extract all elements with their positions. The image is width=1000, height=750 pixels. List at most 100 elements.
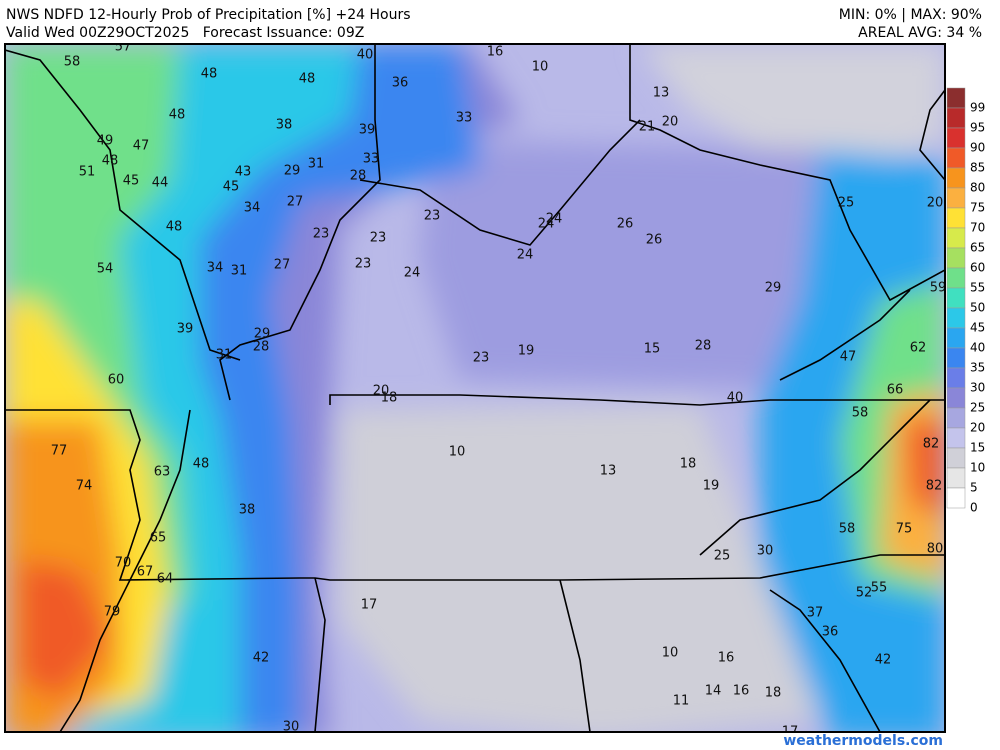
- colorbar-label: 85: [970, 161, 985, 175]
- map-value: 82: [926, 479, 943, 494]
- map-value: 64: [157, 572, 174, 587]
- colorbar-label: 35: [970, 361, 985, 375]
- state-borders: [5, 44, 945, 732]
- map-value: 13: [653, 86, 670, 101]
- map-value: 63: [154, 465, 171, 480]
- colorbar-swatch: [946, 147, 966, 169]
- colorbar-label: 60: [970, 261, 985, 275]
- map-value: 26: [646, 233, 663, 248]
- map-value: 11: [673, 694, 690, 709]
- colorbar-swatch: [946, 107, 966, 129]
- colorbar-swatch: [946, 247, 966, 269]
- map-frame: [4, 43, 946, 733]
- map-value: 54: [97, 262, 114, 277]
- colorbar-swatch: [946, 267, 966, 289]
- map-value: 24: [517, 248, 534, 263]
- map-value: 66: [887, 383, 904, 398]
- colorbar-swatch: [946, 307, 966, 329]
- map-value: 36: [392, 76, 409, 91]
- map-value: 16: [733, 684, 750, 699]
- colorbar-swatch: [946, 167, 966, 189]
- map-value: 23: [370, 231, 387, 246]
- colorbar-swatch: [946, 287, 966, 309]
- map-value: 48: [193, 457, 210, 472]
- map-value: 33: [456, 111, 473, 126]
- map-value: 30: [757, 544, 774, 559]
- colorbar-label: 70: [970, 221, 985, 235]
- colorbar-label: 99: [970, 101, 985, 115]
- map-value: 40: [357, 48, 374, 63]
- colorbar-swatch: [946, 487, 966, 509]
- map-value: 24: [546, 212, 563, 227]
- map-value: 58: [852, 406, 869, 421]
- map-value: 37: [807, 606, 824, 621]
- map-value: 27: [287, 195, 304, 210]
- map-value: 45: [123, 174, 140, 189]
- map-value: 20: [373, 384, 390, 399]
- map-value: 18: [680, 457, 697, 472]
- map-value: 77: [51, 444, 68, 459]
- map-value: 34: [207, 261, 224, 276]
- colorbar-label: 65: [970, 241, 985, 255]
- map-value: 33: [363, 152, 380, 167]
- map-value: 38: [239, 503, 256, 518]
- colorbar-swatch: [946, 227, 966, 249]
- map-value: 23: [424, 209, 441, 224]
- map-value: 49: [97, 134, 114, 149]
- map-value: 23: [473, 351, 490, 366]
- colorbar-swatch: [946, 207, 966, 229]
- colorbar-label: 20: [970, 421, 985, 435]
- map-value: 48: [299, 72, 316, 87]
- colorbar-swatch: [946, 327, 966, 349]
- map-value: 23: [355, 257, 372, 272]
- map-value: 16: [718, 651, 735, 666]
- colorbar-swatch: [946, 427, 966, 449]
- map-value: 25: [838, 196, 855, 211]
- map-value: 28: [253, 340, 270, 355]
- map-value: 21: [639, 120, 656, 135]
- map-value: 74: [76, 479, 93, 494]
- map-value: 10: [662, 646, 679, 661]
- map-value: 28: [350, 169, 367, 184]
- map-value: 48: [169, 108, 186, 123]
- subtitle: Valid Wed 00Z29OCT2025 Forecast Issuance…: [6, 25, 364, 41]
- map-value: 18: [381, 391, 398, 406]
- map-value: 60: [108, 373, 125, 388]
- map-field: 57 58 48 48 40 36 16 10 13 48 38 33 21 20 49 47 39 48 51 45…: [5, 44, 945, 732]
- map-value: 31: [216, 348, 233, 363]
- map-value: 27: [274, 258, 291, 273]
- map-value: 23: [313, 227, 330, 242]
- colorbar-label: 5: [970, 481, 978, 495]
- map-value: 28: [695, 339, 712, 354]
- colorbar-swatch: [946, 87, 966, 109]
- colorbar-label: 15: [970, 441, 985, 455]
- map-value: 70: [115, 556, 132, 571]
- colorbar-label: 80: [970, 181, 985, 195]
- map-value: 29: [765, 281, 782, 296]
- colorbar-label: 10: [970, 461, 985, 475]
- map-value: 45: [223, 180, 240, 195]
- colorbar-swatch: [946, 367, 966, 389]
- colorbar-swatch: [946, 467, 966, 489]
- colorbar-label: 40: [970, 341, 985, 355]
- map-value: 52: [856, 586, 873, 601]
- map-value: 10: [532, 60, 549, 75]
- map-value: 79: [104, 605, 121, 620]
- map-value: 38: [276, 118, 293, 133]
- colorbar-label: 55: [970, 281, 985, 295]
- map-value: 48: [166, 220, 183, 235]
- map-value: 29: [284, 164, 301, 179]
- map-value: 58: [64, 55, 81, 70]
- map-value: 40: [727, 391, 744, 406]
- map-value: 15: [644, 342, 661, 357]
- map-value: 26: [617, 217, 634, 232]
- colorbar-label: 30: [970, 381, 985, 395]
- map-value: 44: [152, 176, 169, 191]
- map-value: 58: [839, 522, 856, 537]
- map-value: 18: [765, 686, 782, 701]
- map-value: 24: [404, 266, 421, 281]
- map-value: 42: [253, 651, 270, 666]
- map-value: 14: [705, 684, 722, 699]
